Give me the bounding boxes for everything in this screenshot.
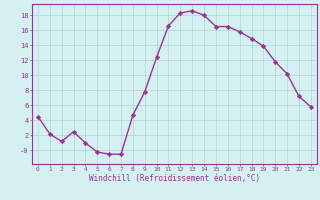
X-axis label: Windchill (Refroidissement éolien,°C): Windchill (Refroidissement éolien,°C): [89, 174, 260, 183]
